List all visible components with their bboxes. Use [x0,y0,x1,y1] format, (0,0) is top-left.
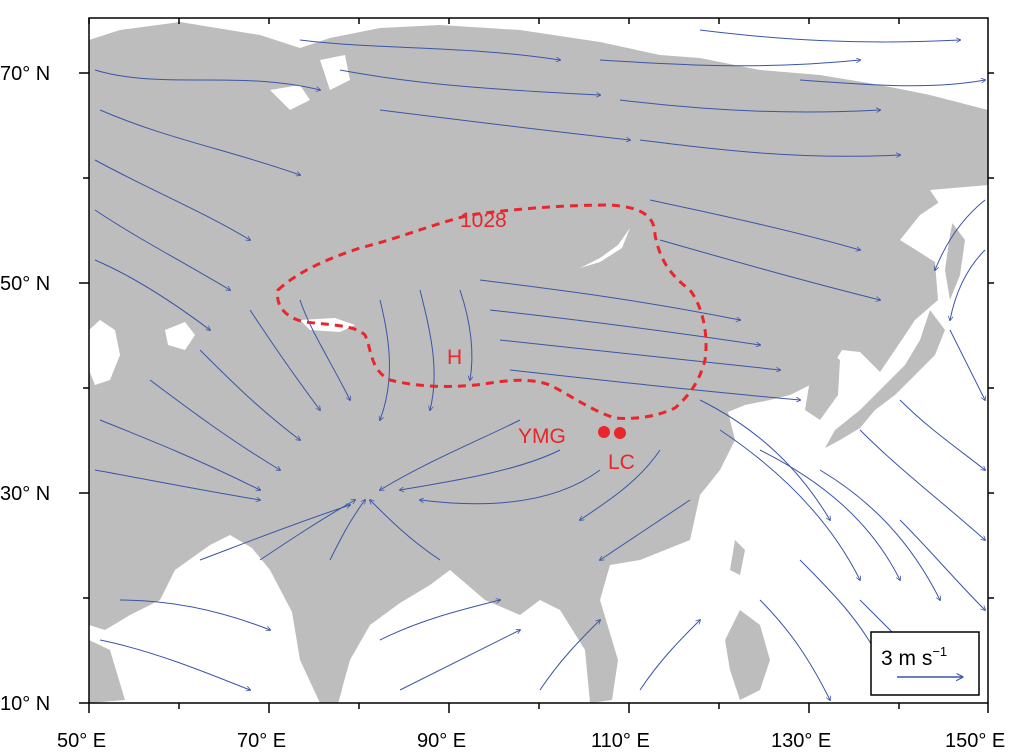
streamline [400,449,561,490]
streamline [899,519,985,610]
site-label-ymg: YMG [518,425,566,448]
streamline [949,329,985,400]
y-axis-labels: 10° N 30° N 50° N 70° N [0,63,50,715]
streamline [399,630,520,691]
streamline [759,599,830,700]
land-masses [89,22,988,703]
korea-peninsula [805,345,840,420]
high-pressure-label: H [447,346,462,369]
streamline [199,349,300,440]
streamline [599,60,860,67]
arabian-sea [130,575,310,703]
y-tick-label: 50° N [0,273,50,295]
streamline [94,469,260,500]
x-tick-label: 70° E [237,730,286,752]
south-china-sea [620,550,728,703]
arabia-landmass [89,520,175,630]
bay-of-bengal [360,585,520,703]
streamline [149,379,280,470]
streamline [899,399,985,470]
philippines-islands [725,610,770,700]
isobar-label: 1028 [460,209,507,232]
caspian-sea [89,320,120,385]
streamline [509,369,800,400]
gulf-of-ob [320,55,350,90]
wind-streamlines [94,29,986,700]
x-axis-labels: 50° E 70° E 90° E 110° E 130° E 150° E [57,730,1005,752]
x-tick-label: 150° E [945,730,1005,752]
lake-baikal [580,228,630,268]
streamline [759,449,900,580]
streamline [379,109,630,140]
x-tick-label: 50° E [57,730,106,752]
y-tick-label: 10° N [0,693,50,715]
streamline [299,39,560,60]
streamline [639,139,900,156]
streamline [420,469,601,505]
streamline [499,339,780,370]
streamline [950,249,986,320]
streamline [339,69,600,95]
taiwan-island [730,540,745,575]
sea-of-okhotsk [930,185,988,240]
africa-landmass [89,640,125,703]
streamline [299,299,350,400]
streamline [99,419,260,490]
streamline [94,259,210,330]
x-tick-label: 130° E [771,730,831,752]
lc-site-marker [614,427,626,439]
eurasia-landmass [89,22,988,703]
legend-text: 3 m s−1 [881,644,947,670]
streamline [539,620,600,691]
streamline [619,99,880,112]
x-tick-label: 90° E [417,730,466,752]
ymg-site-marker [598,426,610,438]
streamline [370,500,441,561]
streamline [94,69,320,90]
streamline [99,109,300,175]
wind-scale-legend: 3 m s−1 [870,631,980,696]
streamline [249,309,320,410]
streamline [799,80,985,87]
streamline [459,289,472,380]
streamline [719,429,860,580]
streamline [580,449,661,520]
streamline [479,279,740,320]
streamline [649,199,860,250]
streamline [935,199,986,270]
streamline [329,500,365,561]
streamline [199,505,350,561]
streamline [119,599,270,630]
streamline [94,209,230,290]
x-tick-label: 110° E [591,730,650,752]
aral-sea [165,322,195,350]
japan-islands [825,310,945,448]
site-label-lc: LC [608,451,635,474]
streamline [639,620,700,691]
streamline [379,600,500,641]
streamline [489,309,760,345]
streamline [99,639,250,690]
y-tick-label: 70° N [0,63,50,85]
axis-ticks [79,18,994,713]
y-tick-label: 30° N [0,483,50,505]
streamline [859,429,985,540]
streamline [380,299,390,420]
sri-lanka-island [326,680,342,703]
kara-sea-inlet [270,85,310,110]
streamline [659,239,880,300]
isobar-1028-contour [275,203,708,420]
streamline [819,469,940,600]
streamline [419,289,435,410]
streamline [380,419,521,490]
streamline [94,159,250,240]
inland-waters [89,55,988,703]
streamline [699,399,830,520]
streamline [259,500,355,561]
streamline [600,499,691,560]
streamline [699,29,960,42]
